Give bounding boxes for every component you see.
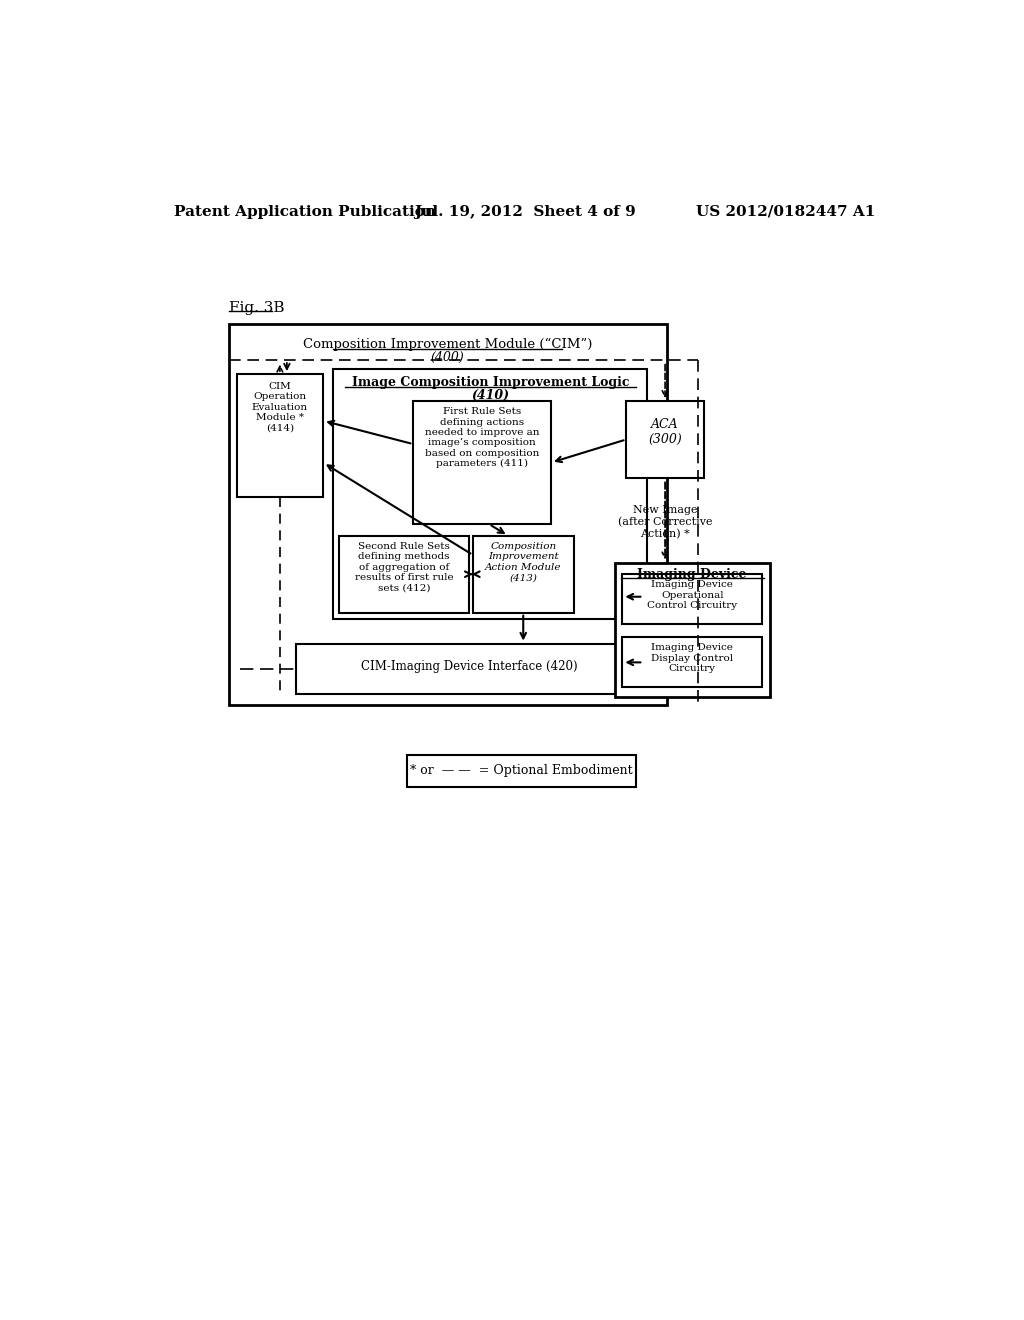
Text: Jul. 19, 2012  Sheet 4 of 9: Jul. 19, 2012 Sheet 4 of 9 [414,205,636,219]
Text: ACA
(300): ACA (300) [648,418,682,446]
Bar [623,574,762,624]
Text: US 2012/0182447 A1: US 2012/0182447 A1 [695,205,876,219]
Text: Patent Application Publication: Patent Application Publication [174,205,436,219]
Text: Imaging Device: Imaging Device [638,568,746,581]
Text: New Image
(after Corrective
Action) *: New Image (after Corrective Action) * [617,506,713,539]
Bar [473,536,573,612]
Text: (400): (400) [431,351,465,364]
Text: CIM
Operation
Evaluation
Module *
(414): CIM Operation Evaluation Module * (414) [252,381,308,433]
Text: CIM-Imaging Device Interface (420): CIM-Imaging Device Interface (420) [361,660,579,673]
Text: Image Composition Improvement Logic: Image Composition Improvement Logic [351,376,629,389]
Text: Composition Improvement Module (“CIM”): Composition Improvement Module (“CIM”) [303,338,592,351]
Bar [228,323,667,705]
Bar [334,368,647,619]
Text: (410): (410) [471,389,509,403]
Bar [407,755,636,788]
Text: Fig. 3B: Fig. 3B [228,301,285,315]
Bar [339,536,469,612]
Bar [614,562,770,697]
Bar [296,644,643,693]
Text: First Rule Sets
defining actions
needed to improve an
image’s composition
based : First Rule Sets defining actions needed … [425,407,540,469]
Bar [623,638,762,688]
Text: Imaging Device
Operational
Control Circuitry: Imaging Device Operational Control Circu… [647,581,737,610]
Text: Second Rule Sets
defining methods
of aggregation of
results of first rule
sets (: Second Rule Sets defining methods of agg… [354,543,454,593]
Text: * or  — —  = Optional Embodiment: * or — — = Optional Embodiment [410,763,633,776]
Text: Imaging Device
Display Control
Circuitry: Imaging Device Display Control Circuitry [651,644,733,673]
Bar [414,401,551,524]
Text: Composition
Improvement
Action Module
(413): Composition Improvement Action Module (4… [485,543,561,582]
Bar [237,374,324,498]
Bar [627,401,703,478]
